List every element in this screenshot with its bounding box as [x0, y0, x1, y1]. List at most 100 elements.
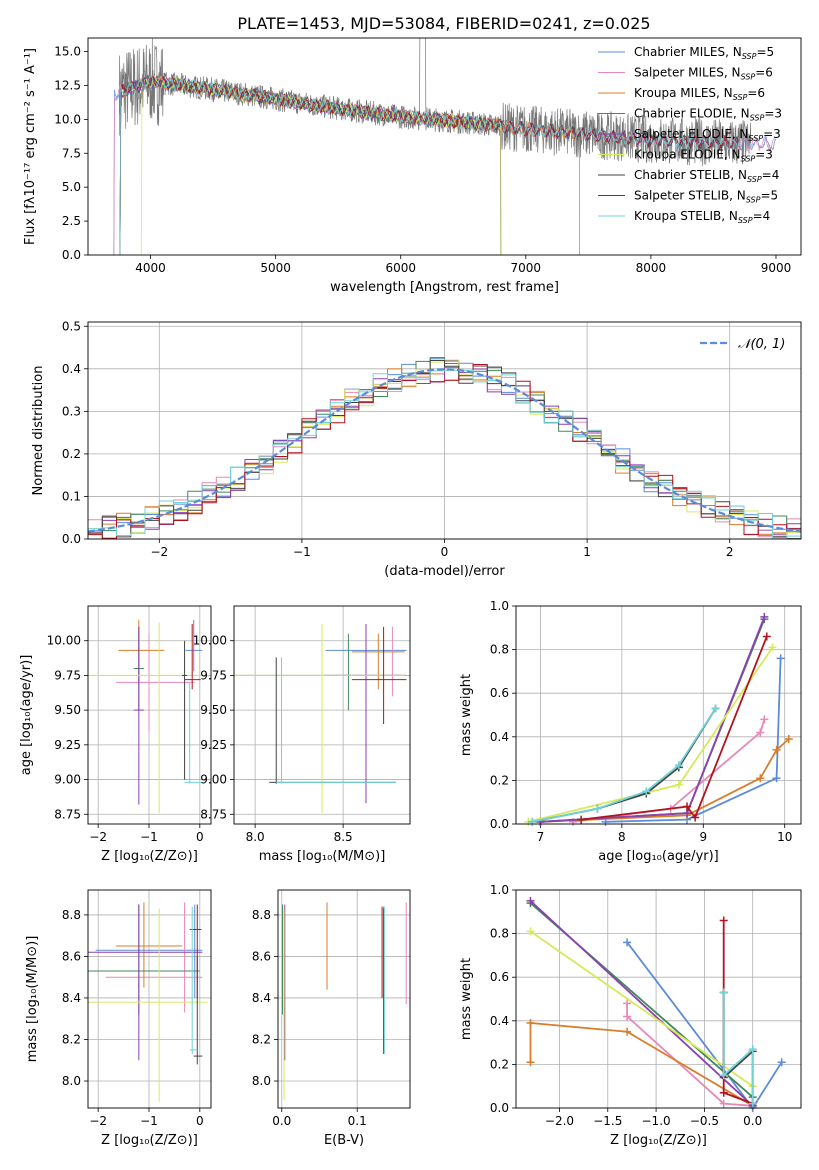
series-point-marker [748, 1099, 757, 1108]
y-tick-label: 9.75 [54, 668, 81, 682]
figure-title: PLATE=1453, MJD=53084, FIBERID=0241, z=0… [237, 14, 650, 33]
series-line [532, 708, 717, 823]
series-line [605, 658, 782, 823]
series-point-marker [777, 1058, 786, 1067]
data-point-kroupa-elodie [88, 908, 208, 1102]
y-tick-label: 10.0 [54, 112, 81, 126]
x-tick-label: −2.0 [545, 1114, 574, 1128]
y-tick-label: 0.4 [62, 362, 81, 376]
y-tick-label: 5.0 [62, 180, 81, 194]
plot-area [88, 619, 208, 813]
spectrum-panel: 4000 5000 6000 7000 8000 9000 0.0 2.5 5.0 7.5 10.0… [23, 37, 802, 295]
x-tick-label: −1 [140, 830, 158, 844]
y-tick-label: 9.25 [54, 738, 81, 752]
x-axis-label: Z [log₁₀(Z/Z⊙)] [610, 1133, 707, 1148]
y-tick-label: 0.1 [62, 489, 81, 503]
y-tick-label: 8.6 [252, 949, 271, 963]
model-line-salpeter-miles [113, 74, 776, 255]
x-tick-label: 0 [196, 1114, 204, 1128]
x-tick-label: −2 [89, 1114, 107, 1128]
y-tick-label: 0.0 [490, 1101, 509, 1115]
x-axis-label: Z [log₁₀(Z/Z⊙)] [101, 1133, 198, 1148]
y-axis-label: Flux [fλ10⁻¹⁷ erg cm⁻² s⁻¹ A⁻¹] [23, 48, 38, 245]
data-point-chabrier-elodie [234, 633, 405, 711]
mass-vs-metallicity-panel: −2 −1 0 8.0 8.2 8.4 8.6 8.8 Z [log₁₀(Z/Z⊙)] mass … [25, 889, 212, 1148]
model-line-kroupa-elodie [140, 74, 502, 255]
series-line [529, 1022, 754, 1107]
series-point-marker [642, 787, 651, 796]
x-tick-label: −1 [140, 1114, 158, 1128]
y-tick-label: 0.6 [490, 686, 509, 700]
axes-frame [233, 605, 411, 825]
series-point-marker [760, 612, 769, 621]
series-salpeter-stelib [719, 916, 757, 1108]
y-tick-label: 0.2 [490, 773, 509, 787]
y-tick-label: 0.2 [490, 1057, 509, 1071]
gridlines [516, 889, 801, 1109]
y-tick-label: 8.6 [62, 949, 81, 963]
data-point-salpeter-miles [378, 626, 407, 697]
x-axis-label: age [log₁₀(age/yr)] [598, 849, 719, 864]
series-point-marker [526, 896, 535, 905]
legend-label-chabrier-elodie: Chabrier ELODIE, NSSP=3 [634, 107, 782, 123]
data-point-salpeter-stelib [351, 626, 407, 725]
y-tick-label: 1.0 [490, 883, 509, 897]
series-point-marker [776, 654, 785, 663]
y-tick-label: 2.5 [62, 214, 81, 228]
age-vs-mass-panel: 8.0 8.5 8.75 9.00 9.25 9.50 9.75 10.00 mass [log… [193, 605, 411, 864]
series-salpeter-miles [623, 999, 757, 1110]
series-chabrier-stelib [528, 704, 720, 826]
y-tick-label: 0.0 [62, 532, 81, 546]
axes-frame [87, 321, 802, 540]
y-tick-label: 8.75 [54, 807, 81, 821]
y-axis-label: age [log₁₀(age/yr)] [19, 655, 34, 776]
x-tick-label: 4000 [135, 261, 166, 275]
x-tick-label: −2 [150, 545, 168, 559]
gridlines [278, 890, 410, 1108]
plot-area [234, 624, 407, 813]
series-kroupa-elodie [526, 927, 757, 1091]
x-tick-label: 9000 [761, 261, 792, 275]
series-point-marker [719, 1099, 728, 1108]
x-tick-label: 7000 [511, 261, 542, 275]
legend-label-kroupa-miles: Kroupa MILES, NSSP=6 [634, 86, 765, 102]
x-tick-label: 1 [583, 545, 591, 559]
data-point-salpeter-elodie [88, 904, 203, 1061]
y-tick-label: 0.0 [490, 817, 509, 831]
x-tick-label: 6000 [385, 261, 416, 275]
series-point-marker [760, 715, 769, 724]
x-tick-label: 0 [441, 545, 449, 559]
age-vs-metallicity-panel: −2 −1 0 8.75 9.00 9.25 9.50 9.75 10.00 Z [log₁₀(Z… [19, 605, 212, 864]
legend: 𝒩(0, 1) [700, 337, 785, 352]
legend-label-kroupa-stelib: Kroupa STELIB, NSSP=4 [634, 209, 770, 225]
series-point-marker [526, 1058, 535, 1067]
x-tick-label: −1.5 [593, 1114, 622, 1128]
x-tick-label: 7 [537, 830, 545, 844]
model-line-salpeter-stelib [119, 75, 739, 255]
y-tick-label: 8.2 [252, 1032, 271, 1046]
x-tick-label: 0.0 [272, 1114, 291, 1128]
series-line [580, 636, 768, 821]
series-line [529, 930, 754, 1087]
x-axis-label: wavelength [Angstrom, rest frame] [330, 280, 559, 295]
legend-label-salpeter-miles: Salpeter MILES, NSSP=6 [634, 66, 773, 82]
series-point-marker [772, 774, 781, 783]
model-line-chabrier-stelib [119, 76, 739, 255]
y-tick-label: 9.50 [200, 703, 227, 717]
series-kroupa-elodie [524, 643, 777, 826]
series-point-marker [756, 774, 765, 783]
axes-frame [515, 889, 802, 1109]
series-point-marker [756, 728, 765, 737]
y-tick-label: 0.3 [62, 404, 81, 418]
y-axis-label: mass weight [459, 674, 474, 756]
y-tick-label: 9.00 [200, 773, 227, 787]
data-point-kroupa-stelib [189, 906, 198, 1055]
series-point-marker [526, 1018, 535, 1027]
series-point-marker [577, 815, 586, 824]
y-tick-label: 0.4 [490, 730, 509, 744]
x-tick-label: 2 [726, 545, 734, 559]
y-axis-label: Normed distribution [31, 366, 46, 496]
x-tick-label: 5000 [260, 261, 291, 275]
y-tick-label: 9.00 [54, 773, 81, 787]
series-point-marker [528, 817, 537, 826]
